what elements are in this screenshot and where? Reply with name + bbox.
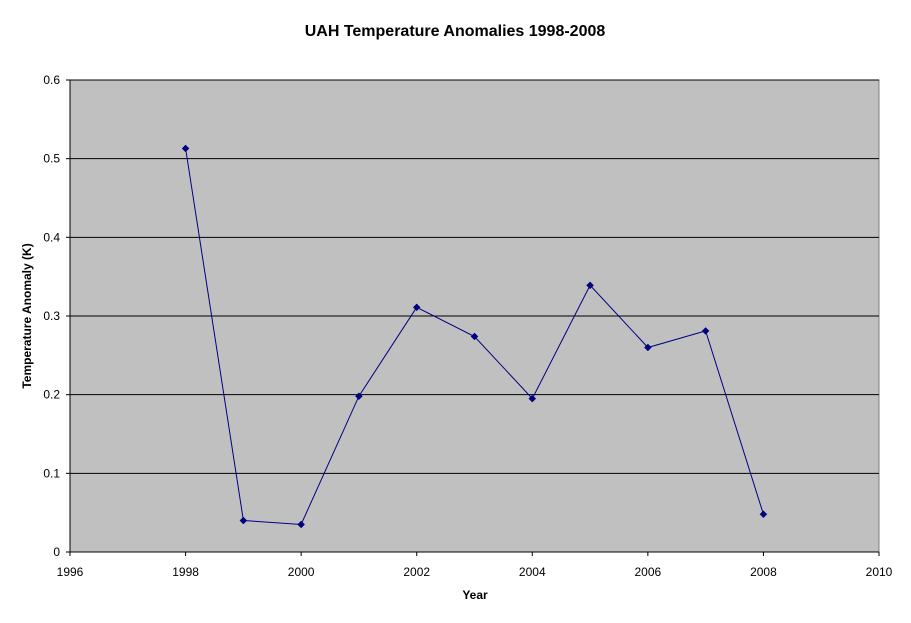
data-point	[470, 332, 479, 341]
y-tick-label: 0.2	[43, 388, 60, 402]
y-tick-label: 0	[53, 545, 60, 559]
data-point	[355, 392, 363, 401]
y-tick-label: 0.6	[43, 73, 60, 87]
y-tick-label: 0.5	[43, 152, 60, 166]
y-axis-title: Temperature Anomaly (K)	[20, 243, 34, 388]
x-tick-label: 1996	[57, 565, 84, 579]
chart-title: UAH Temperature Anomalies 1998-2008	[305, 23, 606, 40]
data-point	[644, 343, 652, 352]
data-point	[412, 303, 421, 312]
data-point	[586, 281, 594, 290]
y-tick-label: 0.1	[43, 466, 60, 480]
x-tick-label: 2000	[288, 565, 315, 579]
y-tick-label: 0.4	[43, 230, 60, 244]
x-axis-title: Year	[462, 588, 488, 602]
x-tick-label: 2002	[403, 565, 430, 579]
series-layer	[181, 144, 768, 529]
data-point	[181, 144, 190, 153]
x-tick-label: 2008	[750, 565, 777, 579]
x-tick-label: 1998	[172, 565, 199, 579]
x-axis-ticks: 1996 1998 2000 2002 2004 2006 2008 2010	[57, 552, 893, 579]
y-tick-label: 0.3	[43, 309, 60, 323]
grid-lines	[70, 79, 879, 474]
y-axis-ticks: 0 0.1 0.2 0.3 0.4 0.5 0.6	[43, 73, 70, 559]
data-point	[701, 327, 710, 335]
data-point	[759, 510, 768, 519]
data-point	[239, 516, 248, 525]
data-point	[528, 394, 537, 403]
x-tick-label: 2010	[866, 565, 893, 579]
x-tick-label: 2006	[635, 565, 662, 579]
x-tick-label: 2004	[519, 565, 546, 579]
data-point	[297, 520, 305, 529]
